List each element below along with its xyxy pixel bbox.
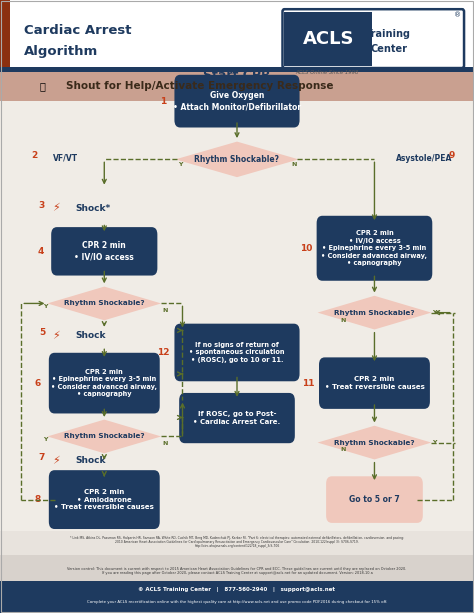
Text: 9: 9 [449,151,455,159]
Text: Training: Training [366,29,411,39]
FancyBboxPatch shape [326,476,423,523]
FancyBboxPatch shape [0,70,474,101]
Text: 12: 12 [157,348,170,357]
Text: Shock*: Shock* [76,204,111,213]
FancyBboxPatch shape [0,0,10,70]
FancyBboxPatch shape [0,67,474,72]
Text: Shock: Shock [76,332,106,340]
Text: 5: 5 [39,329,45,337]
Text: CPR 2 min
• IV/IO access: CPR 2 min • IV/IO access [74,242,134,261]
Text: 10: 10 [300,244,312,253]
Polygon shape [47,419,161,454]
Text: VF/VT: VF/VT [53,154,78,162]
FancyBboxPatch shape [51,227,157,276]
Text: CPR 2 min
• Amiodarone
• Treat reversible causes: CPR 2 min • Amiodarone • Treat reversibl… [55,489,154,510]
FancyBboxPatch shape [179,393,295,443]
Text: Cardiac Arrest: Cardiac Arrest [24,23,131,37]
FancyBboxPatch shape [319,357,430,409]
Text: 2: 2 [31,151,37,159]
Text: Complete your ACLS recertification online with the highest quality care at http:: Complete your ACLS recertification onlin… [87,600,387,604]
Text: 1: 1 [160,97,167,105]
Text: Center: Center [370,44,407,54]
FancyBboxPatch shape [284,12,372,66]
Text: Y: Y [43,304,47,309]
Text: Rhythm Shockable?: Rhythm Shockable? [334,440,415,446]
Text: 4: 4 [37,247,44,256]
Text: CPR 2 min
• Epinephrine every 3-5 min
• Consider advanced airway,
• capnography: CPR 2 min • Epinephrine every 3-5 min • … [51,369,157,397]
Text: ⚡: ⚡ [52,456,60,466]
Text: Version control: This document is current with respect to 2015 American Heart As: Version control: This document is curren… [67,567,407,571]
FancyBboxPatch shape [0,531,474,556]
Text: If no signs of return of
• spontaneous circulation
• (ROSC), go to 10 or 11.: If no signs of return of • spontaneous c… [189,342,285,363]
Text: Shock: Shock [76,457,106,465]
Text: Rhythm Shockable?: Rhythm Shockable? [64,300,145,306]
Text: ACLS: ACLS [303,29,354,48]
FancyBboxPatch shape [174,75,300,128]
Text: Go to 5 or 7: Go to 5 or 7 [349,495,400,504]
Text: If you are reading this page after October 2020, please contact ACLS Training Ce: If you are reading this page after Octob… [101,571,373,575]
Text: ACLS Online Since 1998: ACLS Online Since 1998 [295,70,359,75]
Text: 11: 11 [302,379,314,387]
FancyBboxPatch shape [49,470,160,529]
FancyBboxPatch shape [0,581,474,613]
Text: Y: Y [432,310,437,315]
FancyBboxPatch shape [0,555,474,582]
Text: N: N [291,162,296,167]
Text: Y: Y [432,440,437,445]
FancyBboxPatch shape [283,9,464,68]
FancyBboxPatch shape [174,324,300,381]
Text: 3: 3 [39,201,45,210]
Text: Start CPR: Start CPR [203,69,271,82]
Text: Give Oxygen
• Attach Monitor/Defibrillator: Give Oxygen • Attach Monitor/Defibrillat… [173,91,301,111]
Text: ®: ® [454,12,462,18]
Text: 2010 American Heart Association Guidelines for Cardiopulmonary Resuscitation and: 2010 American Heart Association Guidelin… [115,540,359,544]
FancyBboxPatch shape [49,352,160,413]
Text: Asystole/PEA: Asystole/PEA [396,154,452,162]
Text: N: N [341,447,346,452]
Text: © ACLS Training Center   |   877-560-2940   |   support@acls.net: © ACLS Training Center | 877-560-2940 | … [138,587,336,592]
FancyBboxPatch shape [0,101,474,533]
Text: Rhythm Shockable?: Rhythm Shockable? [194,155,280,164]
Text: 📋: 📋 [40,81,46,91]
Text: Rhythm Shockable?: Rhythm Shockable? [64,433,145,440]
Text: http://circ.ahajournals.org/content/122/18_suppl_3/S-706: http://circ.ahajournals.org/content/122/… [194,544,280,547]
Text: Rhythm Shockable?: Rhythm Shockable? [334,310,415,316]
Text: CPR 2 min
• IV/IO access
• Epinephrine every 3-5 min
• Consider advanced airway,: CPR 2 min • IV/IO access • Epinephrine e… [321,230,428,266]
Text: 8: 8 [35,495,41,504]
Text: 6: 6 [35,379,41,387]
Polygon shape [175,142,299,177]
Text: Algorithm: Algorithm [24,45,98,58]
Polygon shape [318,425,431,460]
Text: ⚡: ⚡ [52,204,60,213]
Text: Shout for Help/Activate Emergency Response: Shout for Help/Activate Emergency Respon… [66,81,334,91]
Text: N: N [341,318,346,322]
Text: If ROSC, go to Post-
• Cardiac Arrest Care.: If ROSC, go to Post- • Cardiac Arrest Ca… [193,411,281,425]
FancyBboxPatch shape [317,216,432,281]
Text: 7: 7 [39,454,45,462]
FancyBboxPatch shape [0,0,474,70]
Polygon shape [318,296,431,330]
Polygon shape [47,287,161,320]
Text: N: N [162,308,167,313]
Text: * Link MS, Atkins DL, Passman RS, Halperin HR, Samson RA, White RD, Cudnik MT, B: * Link MS, Atkins DL, Passman RS, Halper… [70,536,404,540]
Text: ⚡: ⚡ [52,331,60,341]
Text: Y: Y [178,162,182,167]
Text: CPR 2 min
• Treat reversible causes: CPR 2 min • Treat reversible causes [325,376,424,390]
Text: Y: Y [43,437,47,442]
Text: N: N [162,441,167,446]
